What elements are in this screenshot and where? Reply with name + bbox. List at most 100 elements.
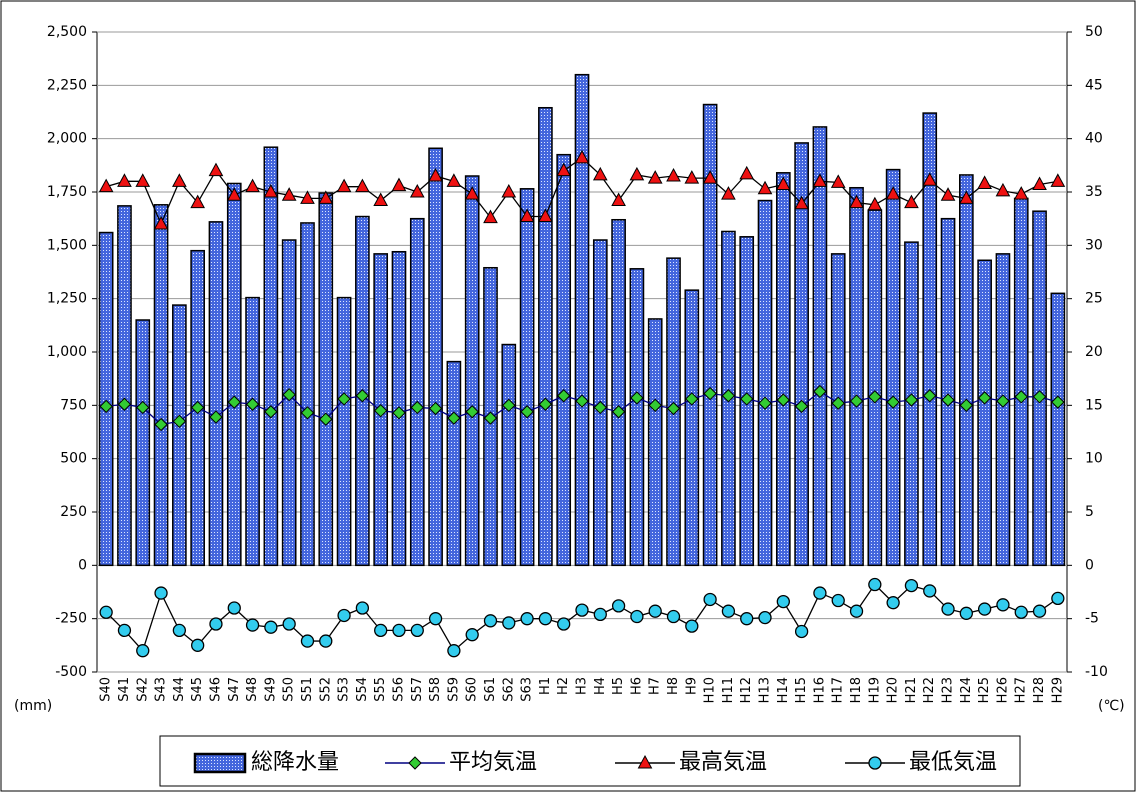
marker [520,612,534,626]
marker [154,586,168,600]
x-tick-label: H10 [703,677,718,703]
bar [464,175,480,567]
marker [264,405,278,419]
y2-tick-label: 50 [1085,24,1103,40]
marker [538,397,553,411]
marker [538,208,553,223]
marker [264,620,278,634]
x-tick-label: S46 [208,677,223,702]
marker [409,183,425,198]
x-tick-label: S48 [245,677,260,702]
marker [153,215,169,230]
bar [501,343,517,567]
x-tick-label: S51 [300,677,315,702]
marker [557,617,571,631]
marker [867,196,883,211]
x-tick-label: S58 [428,677,443,702]
marker [501,183,517,198]
bar [263,146,279,567]
y2-tick-label: -10 [1085,664,1108,680]
marker [904,393,919,407]
marker [849,604,864,618]
bar [922,112,938,567]
bar [98,231,114,567]
marker [465,405,479,419]
bar [995,253,1011,567]
marker [977,391,992,405]
marker [831,396,845,410]
bar [867,209,883,567]
x-tick-label: S45 [190,677,205,702]
x-tick-label: H21 [904,677,919,703]
x-tick-label: S63 [520,677,535,702]
marker [886,395,900,409]
bar [428,147,443,567]
marker [520,405,534,419]
bar [647,318,663,567]
marker [1014,605,1028,619]
marker [721,389,736,403]
bar [885,168,901,567]
marker [630,609,644,624]
y-tick-label: 750 [60,397,87,413]
x-tick-label: H23 [941,677,956,703]
marker [282,387,296,402]
marker [190,194,205,209]
marker [941,393,955,407]
marker [959,398,974,413]
marker [684,170,700,184]
y2-tick-label: 25 [1085,291,1103,307]
marker [136,400,150,415]
marker [226,187,242,201]
x-tick-label: H13 [758,677,773,703]
marker [996,598,1010,612]
marker [923,389,937,403]
marker [446,173,462,187]
marker [245,618,260,632]
y2-axis-label: (℃) [1098,698,1125,714]
marker [282,617,296,631]
marker [136,644,150,658]
marker [977,602,992,616]
bar [629,268,645,567]
bar [538,106,553,567]
marker [758,610,772,625]
marker [1050,173,1066,187]
y-tick-label: 0 [78,557,87,573]
marker [574,149,590,164]
marker [373,192,389,207]
marker [611,405,626,419]
marker [757,180,773,195]
marker [117,397,132,411]
x-tick-label: S50 [282,677,297,702]
x-tick-label: H18 [849,677,864,703]
bar [775,172,791,567]
x-tick-label: S54 [355,677,370,702]
marker [813,586,827,600]
x-tick-label: H14 [776,677,791,703]
marker [208,162,224,177]
marker [702,170,718,184]
marker [1051,591,1065,606]
marker [666,609,681,624]
y-tick-label: -500 [55,664,87,680]
bar [153,204,169,567]
marker [794,624,809,639]
marker [172,623,187,638]
marker [977,175,992,189]
marker [868,756,882,770]
marker [556,162,572,177]
bar [794,142,809,567]
bar [409,217,425,567]
x-tick-label: H20 [886,677,901,703]
x-tick-label: H12 [739,677,754,703]
y-tick-label: 1,750 [47,184,87,200]
x-tick-label: H24 [959,677,974,703]
marker [300,406,315,420]
marker [1032,176,1047,191]
marker [758,396,772,410]
x-tick-label: H1 [538,677,553,695]
x-tick-label: H9 [684,677,699,695]
marker [483,614,498,628]
legend-label: 最低気温 [909,750,997,775]
